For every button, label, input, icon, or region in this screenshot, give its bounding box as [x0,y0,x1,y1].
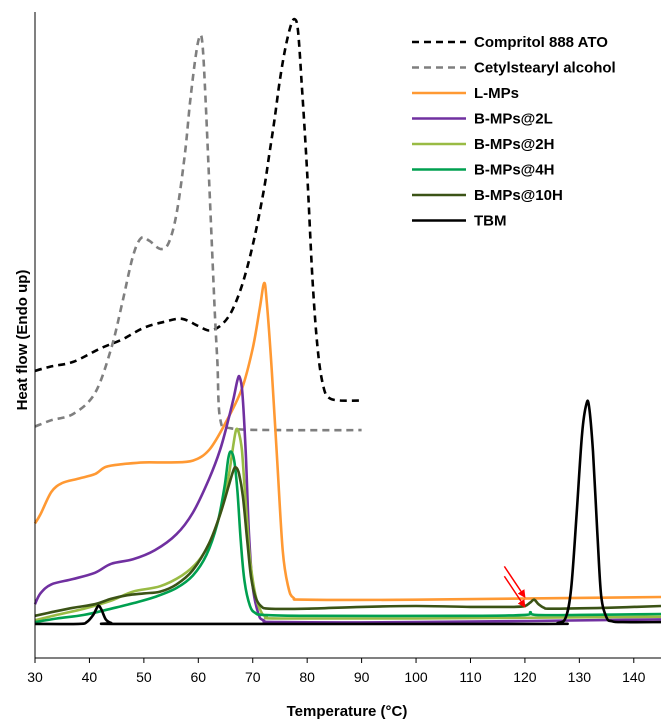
x-tick-label: 50 [136,669,152,685]
axes-layer: 30 40 50 60 70 80 90 100 110 120 130 140 [27,12,661,685]
annotations-layer [503,565,526,608]
series-line-tbm [34,399,661,626]
x-tick-label: 40 [82,669,98,685]
series-line-compritol-888-ato [34,17,362,402]
legend-label: B-MPs@2L [474,111,553,128]
legend-item-tbm: TBM [412,213,507,230]
x-tick-label: 80 [299,669,315,685]
legend-label: B-MPs@2H [474,136,554,153]
legend-item-l-mps: L-MPs [412,85,519,102]
x-tick-label: 130 [568,669,592,685]
legend-item-cetylstearyl-alcohol: Cetylstearyl alcohol [412,60,616,77]
legend-label: TBM [474,213,507,230]
legend-label: Cetylstearyl alcohol [474,60,616,77]
x-tick-label: 140 [622,669,646,685]
legend-item-compritol-888-ato: Compritol 888 ATO [412,34,608,51]
series-line-b-mps-2l [33,374,661,624]
legend-item-b-mps-10h: B-MPs@10H [412,187,563,204]
red-arrow-annotation-2 [503,565,526,599]
legend-item-b-mps-4h: B-MPs@4H [412,162,554,179]
series-line-b-mps-10h [34,465,661,618]
legend-item-b-mps-2h: B-MPs@2H [412,136,554,153]
x-tick-label: 90 [354,669,370,685]
legend: Compritol 888 ATO Cetylstearyl alcohol L-M… [412,34,616,230]
series-line-cetylstearyl-alcohol [34,33,362,432]
y-axis-title: Heat flow (Endo up) [14,270,31,411]
series-line-b-mps-2h [34,427,661,622]
series-line-l-mps [33,281,661,602]
x-tick-label: 60 [191,669,207,685]
legend-label: B-MPs@4H [474,162,554,179]
legend-label: Compritol 888 ATO [474,34,608,51]
x-axis-title: Temperature (°C) [287,703,408,720]
x-tick-label: 70 [245,669,261,685]
x-tick-label: 30 [27,669,43,685]
x-tick-label: 100 [404,669,428,685]
red-arrow-annotation-1 [503,575,526,608]
legend-label: B-MPs@10H [474,187,563,204]
curves-layer [33,17,661,626]
x-tick-label: 110 [459,669,482,685]
legend-label: L-MPs [474,85,519,102]
x-tick-label: 120 [513,669,537,685]
series-line-b-mps-4h [34,450,661,624]
legend-item-b-mps-2l: B-MPs@2L [412,111,553,128]
